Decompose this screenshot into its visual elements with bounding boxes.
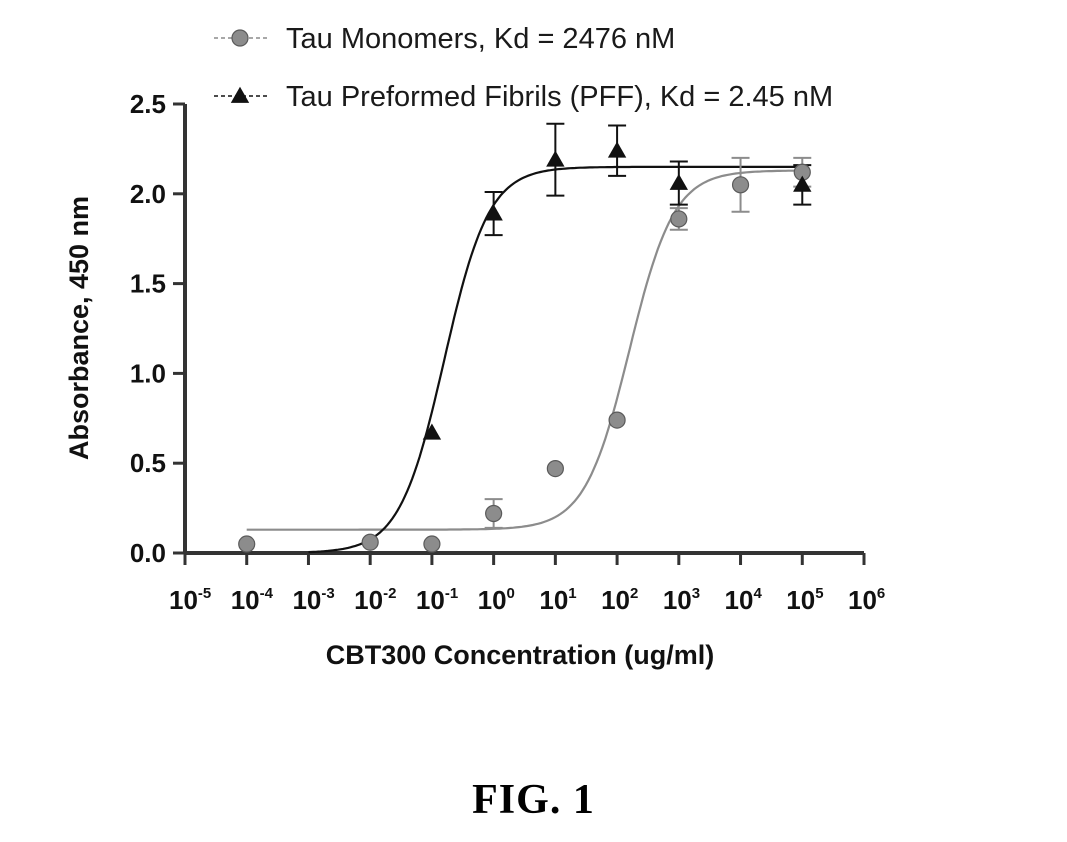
pff-point bbox=[669, 173, 689, 190]
pff-fit-curve bbox=[308, 165, 803, 554]
pff-point bbox=[546, 150, 565, 167]
x-axis-title: CBT300 Concentration (ug/ml) bbox=[326, 640, 715, 670]
data-points bbox=[238, 141, 812, 553]
x-tick-label: 10-5 bbox=[169, 585, 211, 615]
monomer-point bbox=[608, 411, 626, 429]
x-tick-label: 101 bbox=[539, 585, 576, 615]
y-tick-label: 2.0 bbox=[130, 179, 166, 209]
legend-marker-monomer bbox=[231, 29, 249, 47]
axes: 0.0 0.5 1.0 1.5 2.0 2.5 10-5 10-4 10-3 10-2 10-1 10… bbox=[130, 89, 885, 615]
monomer-point bbox=[361, 533, 379, 551]
pff-point bbox=[484, 204, 503, 221]
x-tick-label: 104 bbox=[725, 585, 763, 615]
x-tick-label: 106 bbox=[848, 585, 885, 615]
monomer-point bbox=[731, 176, 750, 194]
monomer-point bbox=[423, 535, 441, 553]
y-axis-title: Absorbance, 450 nm bbox=[64, 196, 94, 460]
x-tick-label: 105 bbox=[786, 585, 823, 615]
x-tick-label: 100 bbox=[478, 585, 515, 615]
pff-point bbox=[422, 423, 442, 440]
x-tick-label: 10-2 bbox=[354, 585, 396, 615]
monomer-point bbox=[670, 210, 688, 228]
y-tick-label: 1.0 bbox=[130, 358, 166, 388]
y-tick-label: 1.5 bbox=[130, 269, 166, 299]
monomer-point bbox=[238, 535, 256, 553]
y-tick-label: 0.0 bbox=[130, 538, 166, 568]
x-tick-label: 103 bbox=[663, 585, 700, 615]
x-tick-label: 102 bbox=[601, 585, 638, 615]
pff-point bbox=[793, 175, 812, 192]
fit-curves bbox=[246, 165, 803, 554]
y-tick-label: 0.5 bbox=[130, 448, 166, 478]
x-tick-label: 10-1 bbox=[416, 585, 458, 615]
pff-point bbox=[607, 141, 627, 158]
x-tick-label: 10-4 bbox=[231, 585, 274, 615]
error-bars bbox=[484, 122, 812, 529]
legend-label: Tau Monomers, Kd = 2476 nM bbox=[286, 23, 675, 55]
monomer-point bbox=[485, 504, 503, 523]
monomer-point bbox=[546, 459, 564, 478]
legend-label: Tau Preformed Fibrils (PFF), Kd = 2.45 n… bbox=[286, 81, 833, 113]
legend: Tau Monomers, Kd = 2476 nM Tau Preformed … bbox=[214, 23, 833, 113]
y-tick-label: 2.5 bbox=[130, 89, 166, 119]
legend-marker-pff bbox=[230, 86, 250, 103]
x-tick-label: 10-3 bbox=[292, 585, 334, 615]
monomer-fit-curve bbox=[246, 169, 803, 531]
figure-caption: FIG. 1 bbox=[472, 777, 595, 823]
